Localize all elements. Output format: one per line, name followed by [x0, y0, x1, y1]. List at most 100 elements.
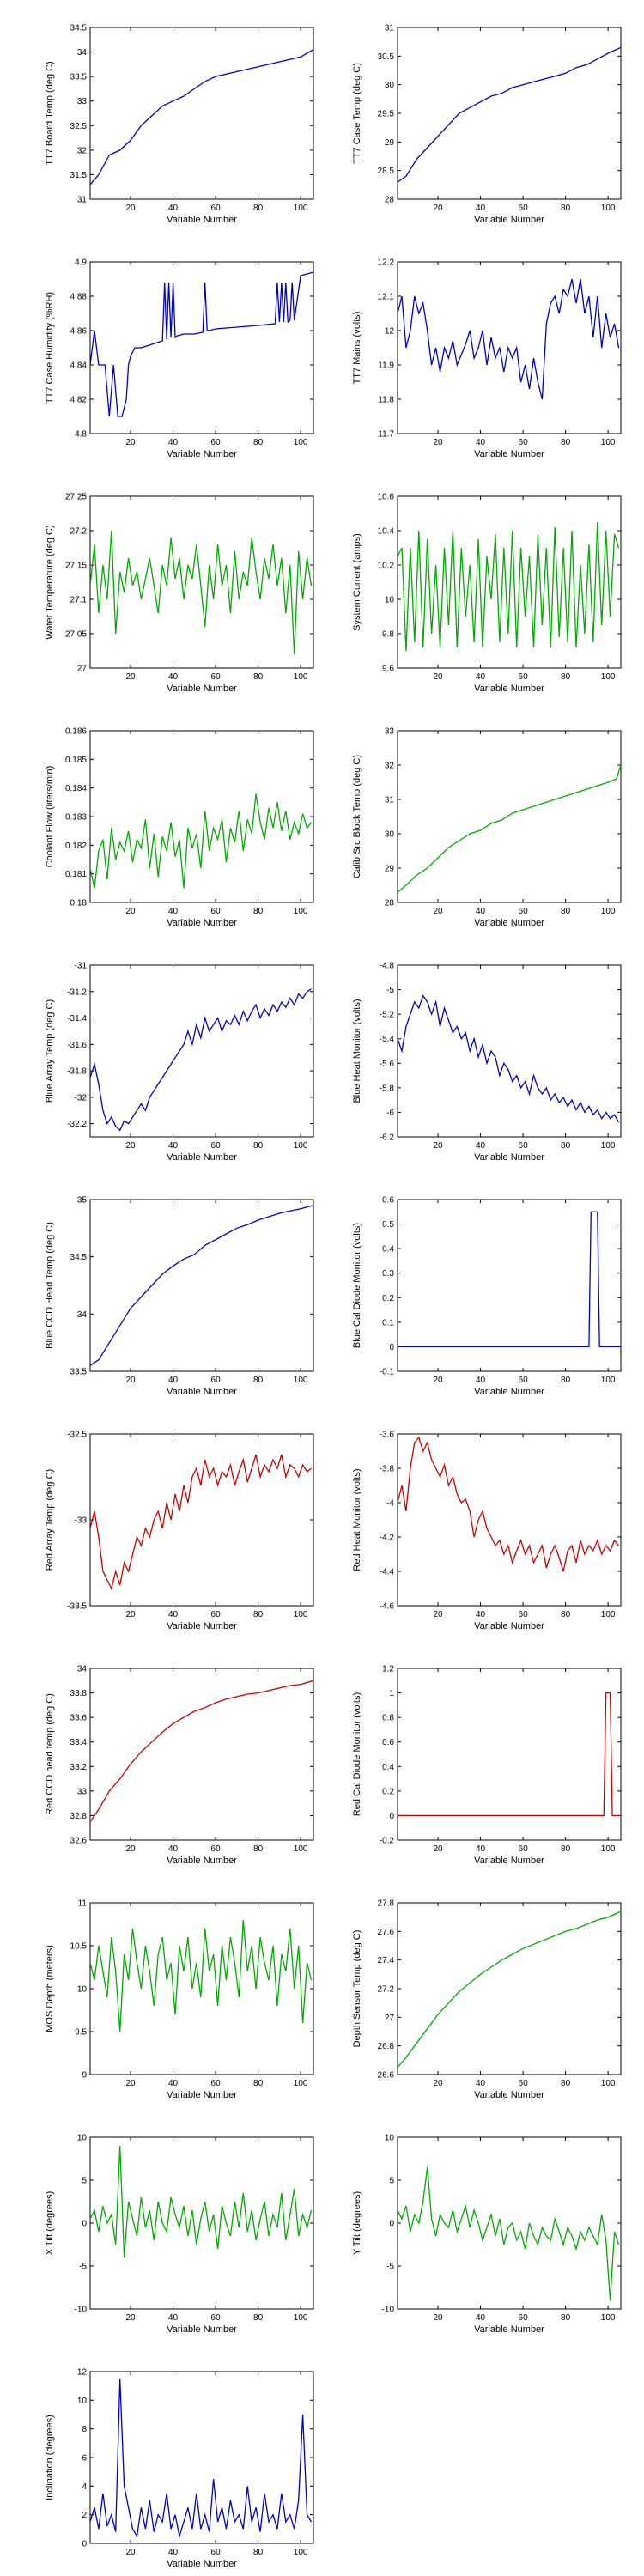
- x-tick-label: 40: [168, 672, 179, 682]
- y-tick-label: 33.5: [70, 1368, 88, 1377]
- x-tick-label: 20: [433, 204, 443, 213]
- series-line: [398, 278, 620, 400]
- y-tick-label: -33.5: [67, 1602, 87, 1612]
- y-tick-label: 0: [82, 2540, 87, 2549]
- plot-frame: [397, 2136, 622, 2310]
- x-tick-label: 40: [476, 204, 486, 213]
- x-tick-label: 40: [168, 2313, 179, 2323]
- y-tick-label: -31: [75, 962, 88, 971]
- x-tick-label: 20: [433, 1844, 443, 1854]
- x-tick-label: 100: [294, 1141, 308, 1151]
- x-tick-label: 40: [168, 2548, 179, 2557]
- chart-8: 20 40 60 80 100 28 29 30 31 32 33 Variable Number Ca…: [352, 727, 622, 928]
- y-tick-label: 32.8: [70, 1812, 88, 1821]
- y-axis-label: System Current (amps): [352, 533, 362, 631]
- chart-1: 20 40 60 80 100 31 31.5 32 32.5 33 33.5 34 34.5 Varia…: [45, 24, 314, 225]
- y-tick-label: -10: [382, 2306, 395, 2315]
- y-tick-label: -4.4: [380, 1568, 395, 1577]
- x-axis-label: Variable Number: [167, 2559, 237, 2569]
- y-tick-label: -4: [386, 1499, 394, 1509]
- y-axis-label: Y Tilt (degrees): [352, 2191, 362, 2255]
- y-tick-label: 29.5: [378, 110, 395, 119]
- y-tick-label: 0.3: [382, 1269, 394, 1279]
- chart-14: 20 40 60 80 100 -4.6 -4.4 -4.2 -4 -3.8 -3.6 Variabl…: [352, 1431, 622, 1631]
- y-tick-label: 26.6: [378, 2071, 395, 2081]
- plot-frame: [397, 964, 622, 1138]
- y-tick-label: 29: [385, 138, 395, 148]
- y-tick-label: -5: [79, 2263, 87, 2272]
- series-line: [90, 271, 313, 417]
- y-axis-label: TT7 Mains (volts): [352, 312, 362, 385]
- y-tick-label: 12.2: [378, 258, 395, 268]
- y-tick-label: 0.181: [65, 870, 87, 879]
- x-tick-label: 20: [125, 2313, 136, 2323]
- x-tick-label: 40: [476, 1844, 486, 1854]
- y-tick-label: 28: [385, 899, 395, 908]
- x-tick-label: 100: [601, 438, 616, 447]
- y-tick-label: 33: [385, 727, 395, 737]
- y-tick-label: 4.84: [70, 361, 88, 371]
- y-tick-label: 34.5: [70, 1253, 88, 1262]
- y-tick-label: 29: [385, 865, 395, 874]
- x-axis-label: Variable Number: [474, 1152, 544, 1163]
- x-tick-label: 40: [168, 1844, 179, 1854]
- series-line: [90, 793, 313, 889]
- x-tick-label: 100: [294, 907, 308, 916]
- y-tick-label: 32.6: [70, 1837, 88, 1846]
- x-tick-label: 20: [433, 1141, 443, 1151]
- x-tick-label: 20: [125, 672, 136, 682]
- x-tick-label: 60: [519, 907, 529, 916]
- x-axis-label: Variable Number: [167, 2324, 237, 2335]
- y-tick-label: 5: [389, 2177, 394, 2186]
- y-tick-label: 11.7: [378, 430, 394, 440]
- chart-11: 20 40 60 80 100 33.5 34 34.5 35 Variable Number Bl…: [45, 1196, 314, 1397]
- plot-frame: [89, 964, 314, 1138]
- y-tick-label: 0.1: [382, 1318, 394, 1327]
- x-tick-label: 80: [253, 672, 264, 682]
- y-tick-label: 0.186: [65, 727, 87, 737]
- x-tick-label: 60: [211, 204, 222, 213]
- y-tick-label: 30: [385, 81, 395, 90]
- x-tick-label: 100: [294, 438, 308, 447]
- y-tick-label: 4: [82, 2482, 87, 2492]
- x-tick-label: 60: [519, 1376, 529, 1385]
- x-tick-label: 80: [253, 204, 264, 213]
- x-tick-label: 60: [519, 2313, 529, 2323]
- x-tick-label: 20: [125, 204, 136, 213]
- series-line: [90, 1205, 313, 1366]
- x-tick-label: 80: [253, 1610, 264, 1619]
- x-tick-label: 20: [433, 438, 443, 447]
- x-tick-label: 20: [125, 1844, 136, 1854]
- x-tick-label: 100: [601, 1141, 616, 1151]
- chart-7: 20 40 60 80 100 0.18 0.181 0.182 0.183 0.184 0.185…: [45, 727, 314, 928]
- x-tick-label: 40: [476, 2079, 486, 2088]
- y-tick-label: 0.2: [382, 1787, 394, 1796]
- y-tick-label: 34: [77, 1665, 88, 1674]
- x-tick-label: 60: [519, 204, 529, 213]
- y-axis-label: Coolant Flow (liters/min): [45, 766, 55, 868]
- x-axis-label: Variable Number: [474, 215, 544, 225]
- y-tick-label: 10: [385, 2134, 395, 2143]
- x-tick-label: 100: [294, 1610, 308, 1619]
- y-tick-label: 32: [77, 146, 88, 155]
- y-tick-label: 27.6: [378, 1928, 395, 1937]
- y-tick-label: 33.2: [70, 1763, 88, 1772]
- series-line: [398, 764, 621, 893]
- x-axis-label: Variable Number: [474, 1621, 544, 1631]
- y-axis-label: Blue Array Temp (deg C): [45, 999, 55, 1103]
- y-tick-label: 0.5: [382, 1220, 394, 1230]
- plot-frame: [89, 27, 314, 200]
- y-axis-label: TT7 Case Humidity (%RH): [45, 292, 55, 404]
- plot-frame: [397, 1668, 622, 1841]
- y-axis-label: Water Temperature (deg C): [45, 525, 55, 639]
- plot-frame: [89, 495, 314, 669]
- x-tick-label: 20: [433, 907, 443, 916]
- y-tick-label: -5: [386, 986, 394, 995]
- y-tick-label: 4.9: [75, 258, 87, 268]
- x-axis-label: Variable Number: [167, 1152, 237, 1163]
- series-line: [398, 2166, 620, 2301]
- y-axis-label: Inclination (degrees): [45, 2415, 55, 2500]
- y-tick-label: 0.184: [65, 784, 87, 793]
- y-tick-label: 0.6: [382, 1196, 394, 1206]
- chart-18: 20 40 60 80 100 26.6 26.8 27 27.2 27.4 27.6 27.8 Var…: [352, 1899, 622, 2100]
